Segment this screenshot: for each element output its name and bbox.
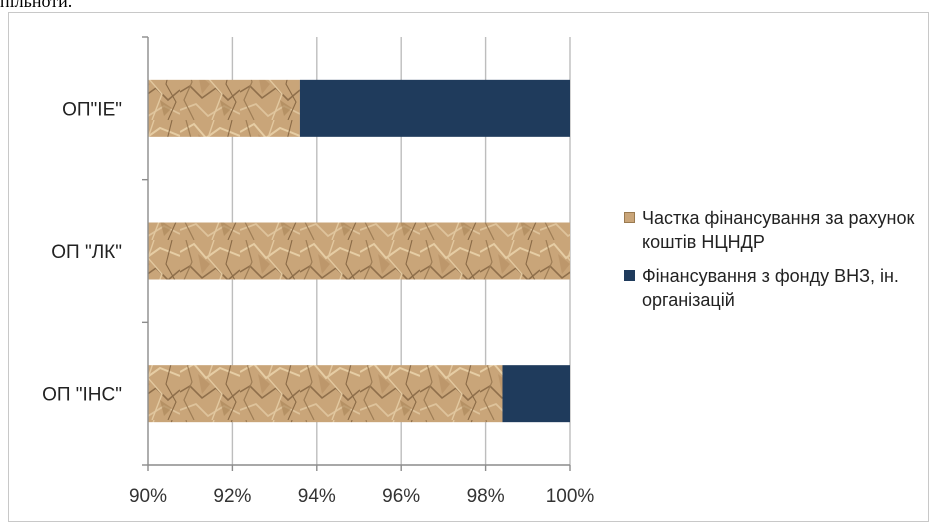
x-tick-label: 94% xyxy=(298,486,336,507)
bar-segment-vnz xyxy=(502,365,570,423)
bar-segment-nscndr xyxy=(148,79,300,137)
legend-swatch-paper xyxy=(624,212,635,223)
legend-item-vnz: Фінансування з фонду ВНЗ, ін. організаці… xyxy=(624,264,924,312)
bar-segment-vnz xyxy=(299,79,570,137)
x-tick-label: 98% xyxy=(467,486,505,507)
bar-segment-nscndr xyxy=(148,365,503,423)
category-label: ОП "ІНС" xyxy=(42,385,122,406)
bar-segment-nscndr xyxy=(148,222,570,280)
x-tick-label: 100% xyxy=(546,486,595,507)
x-tick-label: 96% xyxy=(382,486,420,507)
x-tick-label: 92% xyxy=(213,486,251,507)
page-top-text: пільноти. xyxy=(0,0,73,11)
axes xyxy=(142,36,571,471)
legend-item-nscndr: Частка фінансування за рахунок коштів НЦ… xyxy=(624,206,924,254)
legend: Частка фінансування за рахунок коштів НЦ… xyxy=(624,206,924,322)
category-label: ОП "ЛК" xyxy=(51,242,122,263)
bars xyxy=(148,79,570,423)
category-label: ОП"ІЕ" xyxy=(62,99,122,120)
legend-label-nscndr: Частка фінансування за рахунок коштів НЦ… xyxy=(642,208,915,252)
legend-label-vnz: Фінансування з фонду ВНЗ, ін. організаці… xyxy=(642,266,899,310)
x-tick-label: 90% xyxy=(129,486,167,507)
labels: 90% 92% 94% 96% 98% 100% ОП"ІЕ" ОП "ЛК" ОП "ІНС" xyxy=(42,99,594,507)
legend-swatch-navy xyxy=(624,270,635,281)
